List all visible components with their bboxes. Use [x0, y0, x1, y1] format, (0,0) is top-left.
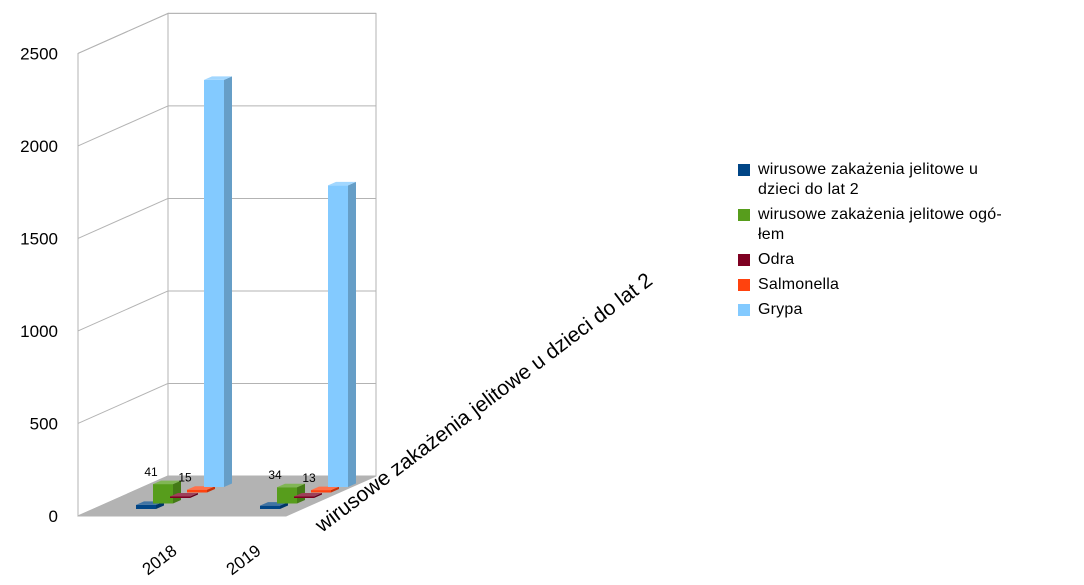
- bar-side: [331, 486, 339, 493]
- bar-front: [170, 496, 190, 498]
- bar-side: [348, 181, 356, 487]
- bar-top: [170, 493, 198, 497]
- legend-label-line: wirusowe zakażenia jelitowe ogó-: [758, 206, 1002, 223]
- bar-front: [260, 505, 280, 509]
- bar-side: [224, 76, 232, 488]
- y-tick-label: 2500: [20, 44, 58, 63]
- y-tick-label: 0: [49, 507, 58, 526]
- side-wall: [77, 12, 169, 517]
- gridline: [77, 290, 169, 332]
- bar-top: [294, 493, 322, 497]
- bar-2019-series-3: [311, 486, 339, 493]
- bar-2018-series-1: [153, 480, 181, 504]
- legend-label: wirusowe zakażenia jelitowe u dzieci do l…: [758, 160, 978, 200]
- legend-item: Grypa: [738, 300, 1068, 320]
- legend-label-line: dzieci do lat 2: [758, 181, 859, 198]
- bar-front: [187, 489, 207, 493]
- data-label: 41: [144, 465, 158, 479]
- bar-2018-series-2: [170, 493, 198, 498]
- legend-item: Odra: [738, 250, 1068, 270]
- bar-top: [204, 76, 232, 80]
- bar-front: [153, 484, 173, 504]
- bar-front: [294, 496, 314, 498]
- legend-swatch: [738, 209, 750, 221]
- data-labels: 41 15 34 13: [144, 465, 316, 485]
- bar-front: [277, 487, 297, 504]
- gridline: [77, 12, 169, 54]
- legend-label: wirusowe zakażenia jelitowe ogó-łem: [758, 205, 1002, 245]
- bar-top: [153, 480, 181, 485]
- x-axis-categories: 2018 2019: [139, 541, 265, 579]
- y-tick-label: 1500: [20, 229, 58, 248]
- x-category-label: 2019: [223, 541, 265, 579]
- legend-item: Salmonella: [738, 275, 1068, 295]
- data-label: 15: [178, 471, 192, 485]
- bar-front: [328, 185, 348, 487]
- bar-side: [190, 493, 198, 498]
- bar-front: [311, 490, 331, 493]
- gridline: [77, 105, 169, 147]
- legend-swatch: [738, 164, 750, 176]
- y-tick-label: 2000: [20, 137, 58, 156]
- legend-label: Salmonella: [758, 275, 839, 295]
- legend-item: wirusowe zakażenia jelitowe ogó-łem: [738, 205, 1068, 245]
- data-label: 13: [302, 471, 316, 485]
- legend-label-line: Salmonella: [758, 276, 840, 293]
- y-tick-label: 500: [30, 414, 58, 433]
- legend-label-line: łem: [758, 226, 785, 243]
- bar-top: [187, 486, 215, 490]
- legend-label: Grypa: [758, 300, 803, 320]
- bars: [136, 76, 356, 509]
- data-label: 34: [268, 468, 282, 482]
- bar-front: [204, 79, 224, 488]
- bar-top: [311, 486, 339, 491]
- bar-top: [277, 483, 305, 488]
- bar-2018-series-3: [187, 486, 215, 493]
- gridline: [77, 197, 169, 239]
- bar-front: [136, 504, 156, 509]
- legend-label-line: wirusowe zakażenia jelitowe u: [758, 161, 979, 178]
- bar-side: [314, 493, 322, 498]
- y-tick-label: 1000: [20, 322, 58, 341]
- legend: wirusowe zakażenia jelitowe u dzieci do l…: [738, 160, 1068, 325]
- legend-label-line: Grypa: [758, 301, 803, 318]
- legend-item: wirusowe zakażenia jelitowe u dzieci do l…: [738, 160, 1068, 200]
- bar-2019-series-4: [328, 181, 356, 487]
- bar-side: [280, 502, 288, 509]
- legend-label-line: Odra: [758, 251, 795, 268]
- x-category-label: 2018: [139, 541, 181, 579]
- legend-label: Odra: [758, 250, 794, 270]
- bar-2019-series-2: [294, 493, 322, 498]
- y-axis-ticks: 0 500 1000 1500 2000 2500: [20, 44, 58, 526]
- legend-swatch: [738, 254, 750, 266]
- legend-swatch: [738, 304, 750, 316]
- bar-side: [207, 486, 215, 493]
- gridline: [77, 383, 169, 424]
- bar-top: [328, 181, 356, 186]
- bar-2018-series-4: [204, 76, 232, 488]
- legend-swatch: [738, 279, 750, 291]
